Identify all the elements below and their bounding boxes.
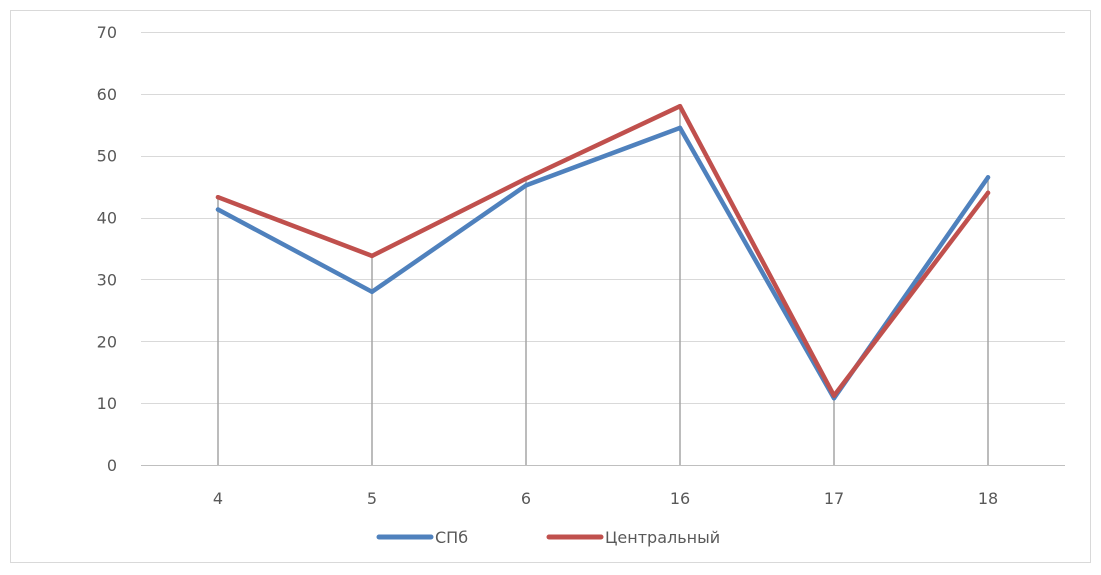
series-line-1 (215, 103, 991, 398)
y-tick-label: 60 (97, 85, 117, 104)
x-tick-label: 4 (213, 489, 223, 508)
x-tick-label: 16 (670, 489, 690, 508)
data-point (985, 175, 991, 180)
data-point (523, 183, 529, 188)
data-point (985, 190, 991, 196)
data-point (215, 207, 221, 212)
y-axis-tick-labels: 0 10 20 30 40 50 60 70 (97, 23, 117, 475)
y-tick-label: 30 (97, 270, 117, 289)
data-point (369, 253, 375, 259)
legend-label-1: Центральный (605, 528, 720, 547)
y-tick-label: 20 (97, 332, 117, 351)
y-tick-label: 10 (97, 394, 117, 413)
y-tick-label: 50 (97, 147, 117, 166)
x-tick-label: 5 (367, 489, 377, 508)
x-tick-label: 18 (978, 489, 998, 508)
data-point (677, 125, 683, 131)
chart-border (10, 10, 1091, 563)
y-tick-label: 70 (97, 23, 117, 42)
data-point (523, 176, 529, 181)
data-point (831, 393, 837, 398)
x-tick-label: 6 (521, 489, 531, 508)
data-point (677, 104, 683, 109)
data-point (215, 194, 221, 200)
series-lines (215, 103, 991, 401)
drop-lines (217, 106, 989, 465)
legend-label-0: СПб (435, 528, 468, 547)
y-tick-label: 0 (107, 456, 117, 475)
x-axis-tick-labels: 4 5 6 16 17 18 (213, 489, 998, 508)
y-tick-label: 40 (97, 209, 117, 228)
data-point (369, 289, 375, 294)
legend: СПб Центральный (376, 528, 720, 547)
x-tick-label: 17 (824, 489, 844, 508)
